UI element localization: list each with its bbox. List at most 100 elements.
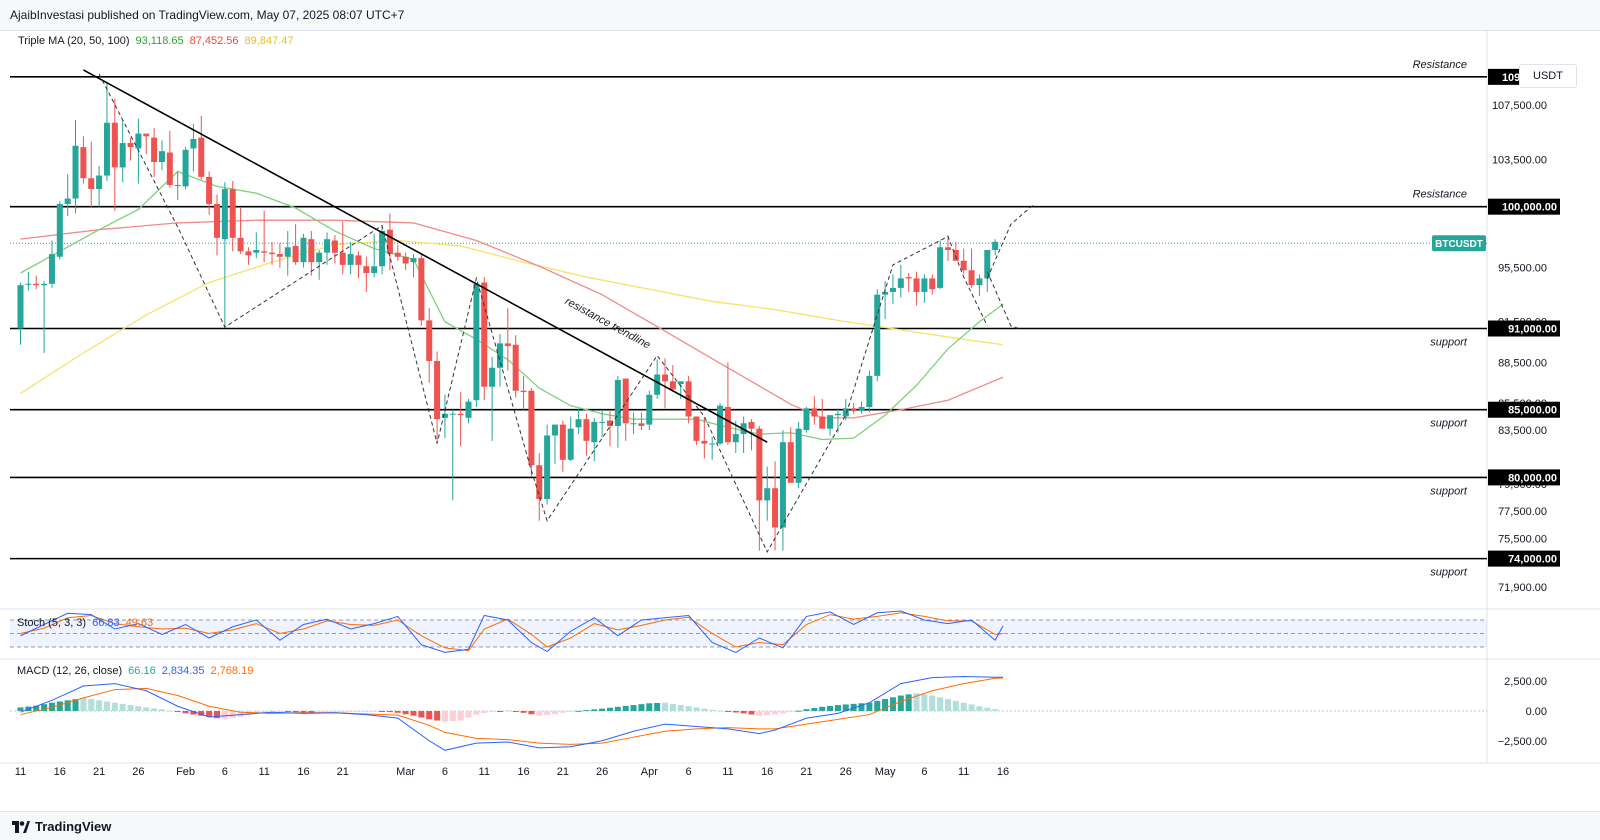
chart-canvas[interactable]: 107,500.00103,500.0095,500.0091,500.0088…	[0, 31, 1600, 811]
macd-hist-bar	[654, 702, 661, 711]
macd-hist-bar	[426, 711, 433, 720]
macd-hist-bar	[905, 694, 912, 711]
candle-body	[944, 247, 951, 250]
macd-hist-bar	[379, 711, 386, 712]
macd-hist-bar	[386, 711, 393, 713]
macd-hist-bar	[190, 711, 197, 715]
macd-hist-bar	[229, 711, 236, 719]
candle-body	[630, 423, 637, 425]
trendline	[82, 69, 768, 443]
candle-body	[638, 423, 645, 426]
candle-body	[976, 278, 983, 286]
candle-body	[827, 415, 834, 429]
candle-body	[882, 291, 889, 295]
macd-hist-bar	[96, 700, 103, 711]
stoch-legend: Stoch (5, 3, 3) 66.83 49.63	[17, 617, 159, 629]
macd-hist-bar	[944, 699, 951, 711]
footer-bar: TradingView	[0, 811, 1600, 840]
y-tick-label: 71,900.00	[1498, 582, 1547, 594]
candle-body	[646, 394, 653, 425]
candle-body	[72, 145, 79, 199]
macd-hist-bar	[732, 711, 739, 713]
tradingview-logo[interactable]: TradingView	[12, 819, 111, 834]
macd-hist-bar	[882, 699, 889, 711]
candle-body	[787, 442, 794, 483]
macd-hist-bar	[449, 711, 456, 722]
x-tick-label: May	[875, 766, 896, 778]
macd-hist-bar	[842, 704, 849, 711]
macd-hist-bar	[166, 710, 173, 712]
candle-body	[158, 151, 165, 162]
candle-body	[363, 266, 370, 273]
macd-hist-bar	[135, 706, 142, 711]
candle-body	[103, 122, 110, 176]
candle-body	[905, 277, 912, 279]
candle-body	[489, 367, 496, 387]
candle-body	[858, 407, 865, 412]
candle-body	[88, 178, 95, 190]
macd-hist-bar	[56, 701, 63, 711]
macd-hist-bar	[575, 710, 582, 712]
level-note: support	[1430, 567, 1468, 579]
macd-hist-bar	[363, 711, 370, 712]
candle-body	[819, 416, 826, 429]
candle-body	[536, 465, 543, 500]
candle-body	[622, 378, 629, 424]
level-label-bg	[1488, 198, 1560, 215]
candle-body	[198, 137, 205, 177]
macd-signal-value: 2,768.19	[210, 665, 254, 677]
macd-hist-bar	[536, 711, 543, 716]
macd-hist-bar	[520, 711, 527, 713]
x-tick-label: 6	[442, 766, 448, 778]
macd-hist-bar	[929, 695, 936, 711]
level-label: 80,000.00	[1508, 472, 1557, 484]
y-tick-label: 88,500.00	[1498, 357, 1547, 369]
candle-body	[347, 254, 354, 265]
candle-body	[269, 252, 276, 255]
candle-body	[528, 390, 535, 466]
candle-body	[331, 240, 338, 253]
macd-hist-bar	[622, 705, 629, 711]
macd-hist-bar	[457, 711, 464, 721]
macd-hist-bar	[795, 710, 802, 712]
macd-hist-bar	[709, 709, 716, 711]
macd-hist-bar	[669, 703, 676, 711]
macd-hist-bar	[607, 707, 613, 711]
x-tick-label: 11	[722, 766, 733, 778]
macd-hist-bar	[410, 711, 417, 716]
macd-y-tick-label: −2,500.00	[1498, 736, 1547, 748]
candle-body	[709, 443, 716, 445]
candle-body	[441, 413, 448, 418]
macd-hist-bar	[850, 703, 857, 711]
candle-body	[921, 278, 928, 292]
candle-body	[473, 283, 480, 401]
level-note: support	[1430, 485, 1468, 497]
macd-line	[20, 675, 1004, 751]
macd-hist-bar	[72, 699, 79, 711]
macd-hist-bar	[528, 711, 535, 715]
candle-body	[850, 408, 857, 412]
candle-body	[669, 381, 676, 390]
tradingview-logo-icon	[12, 820, 30, 833]
x-tick-label: 11	[15, 766, 26, 778]
ma100-line	[20, 239, 1004, 395]
candle-body	[842, 408, 849, 417]
candle-body	[276, 254, 283, 257]
macd-hist-bar	[48, 702, 55, 711]
candle-body	[748, 421, 755, 429]
macd-hist-bar	[583, 710, 590, 712]
macd-hist-bar	[441, 711, 448, 722]
macd-hist-bar	[127, 705, 134, 711]
macd-hist-bar	[646, 703, 653, 711]
macd-hist-bar	[143, 707, 150, 711]
candle-body	[803, 408, 810, 431]
currency-selector[interactable]: USDT	[1519, 64, 1577, 88]
candle-body	[504, 343, 511, 347]
macd-hist-bar	[245, 711, 252, 716]
level-label: 74,000.00	[1508, 554, 1557, 566]
candle-body	[889, 287, 896, 292]
x-tick-label: 16	[761, 766, 773, 778]
macd-hist-bar	[316, 711, 323, 714]
candle-body	[434, 360, 441, 420]
ma100-value: 89,847.47	[244, 35, 294, 47]
